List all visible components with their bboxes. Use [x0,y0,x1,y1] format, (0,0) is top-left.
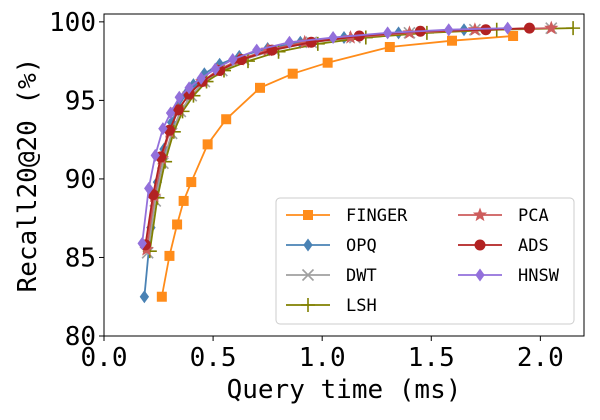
legend-entry-finger: FINGER [286,206,408,226]
legend-marker-dwt [301,268,315,282]
legend-label-dwt: DWT [346,266,377,286]
legend-label-pca: PCA [518,206,549,226]
data-point-hnsw [144,181,154,195]
legend-label-finger: FINGER [346,206,408,226]
legend-entry-ads: ADS [458,236,549,256]
legend-label-ads: ADS [518,236,549,256]
y-tick-label: 100 [49,8,96,38]
x-tick-label: 1.5 [408,343,455,373]
y-tick-label: 95 [65,86,96,116]
series-line-hnsw [141,27,508,244]
legend-entry-opq: OPQ [286,236,377,256]
x-axis-title: Query time (ms) [227,375,462,405]
data-point-finger [447,35,457,46]
y-tick-label: 80 [65,322,96,352]
x-tick-label: 2.0 [517,343,564,373]
legend-marker-finger [303,210,313,220]
legend-entry-pca: PCA [458,206,549,226]
legend-marker-ads [474,239,486,251]
legend-entry-lsh: LSH [286,296,377,316]
data-point-opq [139,290,150,304]
data-point-finger [255,82,265,93]
data-point-finger [172,219,183,230]
data-point-finger [202,139,213,150]
data-point-finger [164,250,175,261]
data-point-finger [384,41,395,52]
plot-area [137,20,581,304]
data-point-hnsw [137,236,147,250]
data-point-hnsw [328,31,338,45]
data-point-hnsw [210,62,220,76]
data-point-pca [297,34,312,49]
y-tick-label: 85 [65,243,96,273]
data-point-finger [508,30,519,41]
legend-marker-pca [472,207,488,222]
data-point-hnsw [196,71,206,85]
plot-frame [103,13,585,337]
legend-marker-hnsw [475,268,485,282]
data-point-hnsw [502,21,513,35]
data-point-hnsw [228,53,238,67]
data-point-hnsw [252,43,262,57]
axes: 0.0 0.5 1.0 1.5 2.0 80 85 90 95 100 Query time (ms… [13,8,585,405]
data-point-hnsw [165,106,176,120]
legend-label-opq: OPQ [346,236,377,256]
data-point-hnsw [284,35,295,49]
x-tick-label: 1.0 [299,343,346,373]
data-point-ads [480,24,492,36]
data-point-hnsw [158,122,168,136]
legend-label-lsh: LSH [346,296,377,316]
data-point-pca [544,20,559,35]
data-point-hnsw [184,81,194,95]
data-point-hnsw [174,90,184,104]
data-point-finger [221,114,232,125]
data-point-hnsw [444,23,454,37]
x-tick-label: 0.0 [81,343,128,373]
y-tick-label: 90 [65,165,96,195]
data-point-finger [178,195,189,206]
data-point-lsh [566,21,581,36]
data-point-hnsw [382,26,393,40]
data-point-ads [305,36,317,48]
data-point-hnsw [150,148,160,162]
data-point-finger [322,57,333,68]
series-hnsw [137,21,513,250]
legend-entry-dwt: DWT [286,266,377,286]
legend: FINGER OPQ DWT LSH PCA ADS HNSW [275,197,575,325]
data-point-ads [523,22,535,34]
legend-label-hnsw: HNSW [518,266,560,286]
legend-box [275,197,575,325]
x-tick-label: 0.5 [190,343,237,373]
legend-marker-lsh [301,298,315,312]
data-point-finger [287,68,298,79]
data-point-ads [172,104,184,116]
legend-marker-opq [303,238,313,252]
y-axis-title: Recall20@20 (%) [13,58,43,293]
data-point-finger [186,177,197,188]
series-finger [156,30,519,302]
data-point-finger [156,291,167,302]
legend-entry-hnsw: HNSW [458,266,560,286]
